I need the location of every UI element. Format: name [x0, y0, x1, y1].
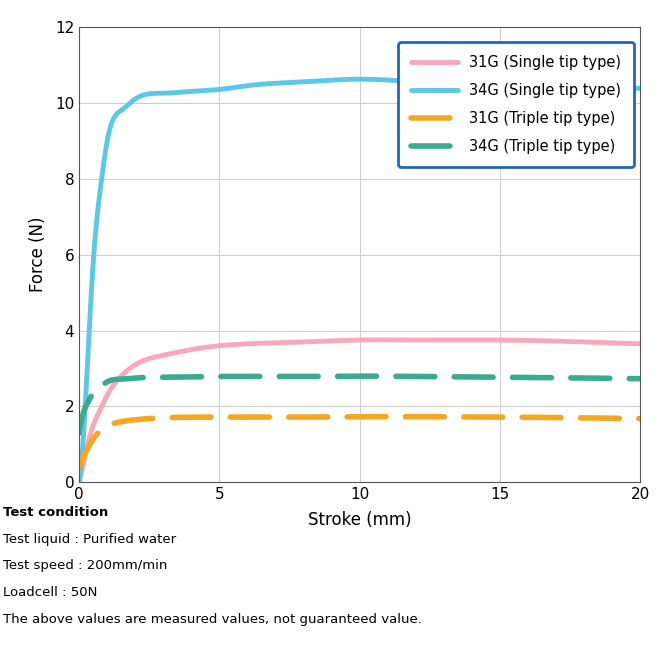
Text: Loadcell : 50N: Loadcell : 50N [3, 586, 98, 599]
Text: Test condition: Test condition [3, 506, 108, 519]
Text: Test speed : 200mm/min: Test speed : 200mm/min [3, 559, 168, 572]
Y-axis label: Force (N): Force (N) [29, 217, 47, 292]
Text: Test liquid : Purified water: Test liquid : Purified water [3, 533, 176, 545]
Text: The above values are measured values, not guaranteed value.: The above values are measured values, no… [3, 613, 422, 626]
X-axis label: Stroke (mm): Stroke (mm) [308, 511, 412, 529]
Legend: 31G (Single tip type), 34G (Single tip type), 31G (Triple tip type), 34G (Triple: 31G (Single tip type), 34G (Single tip t… [398, 42, 634, 168]
